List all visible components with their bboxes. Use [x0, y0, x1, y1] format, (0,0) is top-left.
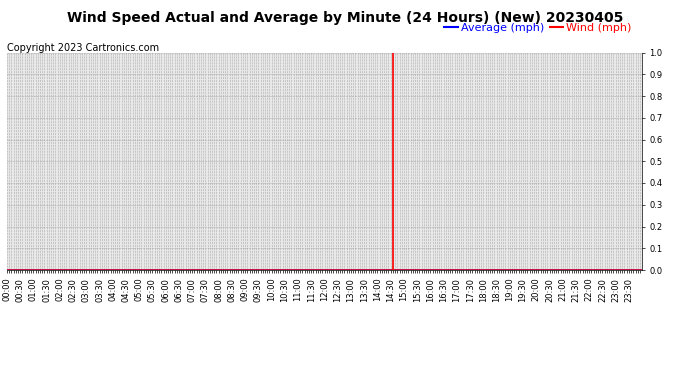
Text: Copyright 2023 Cartronics.com: Copyright 2023 Cartronics.com [7, 43, 159, 53]
Legend: Average (mph), Wind (mph): Average (mph), Wind (mph) [440, 19, 636, 38]
Text: Wind Speed Actual and Average by Minute (24 Hours) (New) 20230405: Wind Speed Actual and Average by Minute … [67, 11, 623, 25]
